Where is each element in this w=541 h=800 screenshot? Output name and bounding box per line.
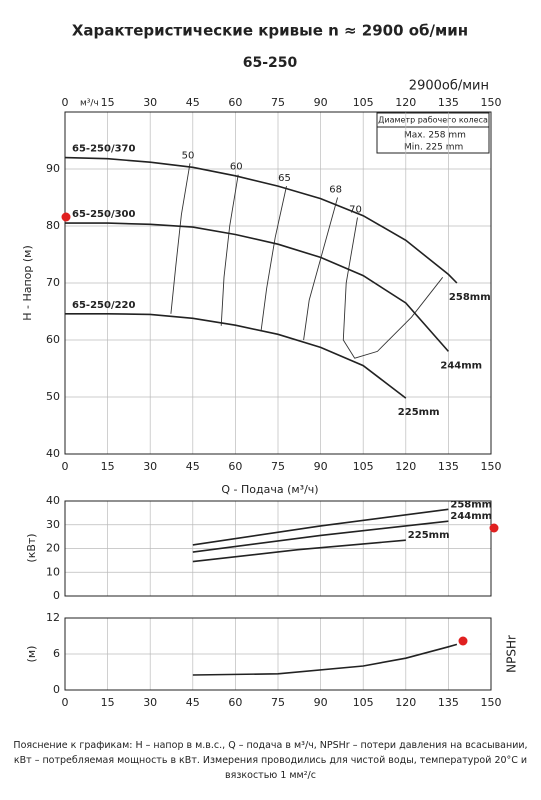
efficiency-label: 60 (230, 162, 243, 173)
x-tick-label: 135 (438, 460, 459, 473)
x-tick-label-top: 150 (481, 96, 502, 109)
y-tick-label: 70 (46, 276, 60, 289)
y-tick-label: 90 (46, 162, 60, 175)
y-tick-label: 0 (53, 589, 60, 602)
x-tick-label: 135 (438, 696, 459, 709)
x-tick-label-top: 45 (186, 96, 200, 109)
y-axis-label: (кВт) (25, 533, 38, 562)
x-tick-label: 75 (271, 696, 285, 709)
x-tick-label-top: 30 (143, 96, 157, 109)
legend-row: Min. 225 mm (404, 143, 463, 153)
curve (192, 643, 458, 676)
curve (192, 520, 449, 553)
curve-name: 65-250/300 (72, 209, 136, 220)
x-tick-label: 30 (143, 696, 157, 709)
x-tick-label-top: 120 (395, 96, 416, 109)
y-tick-label: 6 (53, 647, 60, 660)
efficiency-line (260, 186, 287, 332)
legend-title: Диаметр рабочего колеса (378, 116, 488, 125)
x-unit: м³/ч (80, 99, 99, 109)
x-tick-label: 90 (314, 460, 328, 473)
x-tick-label-top: 105 (353, 96, 374, 109)
efficiency-line (170, 163, 191, 314)
y-tick-label: 40 (46, 494, 60, 507)
x-tick-label-top: 135 (438, 96, 459, 109)
y-axis-label: (м) (25, 646, 38, 663)
curve-end-label: 258mm (449, 292, 491, 303)
x-tick-label: 150 (481, 696, 502, 709)
plot-frame (64, 111, 492, 455)
efficiency-line (220, 174, 239, 326)
x-tick-label: 120 (395, 460, 416, 473)
y-tick-label: 30 (46, 518, 60, 531)
curve-end-label: 225mm (398, 407, 440, 418)
curve (192, 508, 449, 546)
marker-dot (458, 636, 468, 646)
legend-box (376, 112, 490, 154)
speed-label: 2900об/мин (409, 79, 489, 94)
x-tick-label-top: 75 (271, 96, 285, 109)
marker-dot (489, 523, 499, 533)
right-label: NPSHr (505, 635, 519, 673)
curve (65, 313, 407, 399)
plots: 0015153030454560607575909010510512012013… (46, 96, 502, 709)
footnote: Пояснение к графикам: H – напор в м.в.с.… (13, 740, 528, 781)
x-tick-label: 120 (395, 696, 416, 709)
x-tick-label: 60 (228, 460, 242, 473)
chart-subtitle: 65-250 (243, 55, 298, 71)
marker-dot (61, 212, 71, 222)
x-tick-label: 45 (186, 696, 200, 709)
plot-frame (64, 617, 492, 691)
x-tick-label-top: 0 (62, 96, 69, 109)
curve-end-label: 258mm (450, 499, 492, 510)
y-tick-label: 80 (46, 219, 60, 232)
efficiency-label: 70 (349, 204, 362, 215)
y-tick-label: 50 (46, 390, 60, 403)
x-tick-label: 45 (186, 460, 200, 473)
efficiency-label: 50 (182, 150, 195, 161)
efficiency-label: 65 (278, 173, 291, 184)
efficiency-line (342, 217, 444, 359)
curve-end-label: 225mm (408, 530, 450, 541)
efficiency-label: 68 (329, 185, 342, 196)
x-tick-label-top: 90 (314, 96, 328, 109)
x-tick-label-top: 60 (228, 96, 242, 109)
efficiency-line (303, 197, 339, 341)
curve (64, 156, 458, 284)
curve-end-label: 244mm (440, 360, 482, 371)
y-tick-label: 40 (46, 447, 60, 460)
plot-frame (64, 500, 492, 597)
y-tick-label: 12 (46, 611, 60, 624)
x-tick-label: 90 (314, 696, 328, 709)
x-tick-label: 75 (271, 460, 285, 473)
x-tick-label: 60 (228, 696, 242, 709)
curve-name: 65-250/370 (72, 144, 136, 155)
curve-end-label: 244mm (450, 511, 492, 522)
curve (65, 222, 450, 352)
x-tick-label: 105 (353, 696, 374, 709)
x-axis-label: Q - Подача (м³/ч) (221, 483, 318, 496)
x-tick-label: 0 (62, 460, 69, 473)
x-tick-label-top: 15 (101, 96, 115, 109)
x-tick-label: 15 (101, 460, 115, 473)
y-tick-label: 0 (53, 683, 60, 696)
x-tick-label: 0 (62, 696, 69, 709)
x-tick-label: 30 (143, 460, 157, 473)
chart: Характеристические кривые n ≈ 2900 об/ми… (21, 22, 519, 710)
y-tick-label: 10 (46, 565, 60, 578)
x-tick-label: 105 (353, 460, 374, 473)
x-tick-label: 150 (481, 460, 502, 473)
y-tick-label: 20 (46, 542, 60, 555)
y-axis-label: H - Напор (м) (21, 245, 34, 321)
y-tick-label: 60 (46, 333, 60, 346)
legend-row: Max. 258 mm (404, 131, 466, 141)
curve (192, 539, 406, 563)
chart-title: Характеристические кривые n ≈ 2900 об/ми… (72, 22, 468, 40)
x-tick-label: 15 (101, 696, 115, 709)
curve-name: 65-250/220 (72, 300, 136, 311)
